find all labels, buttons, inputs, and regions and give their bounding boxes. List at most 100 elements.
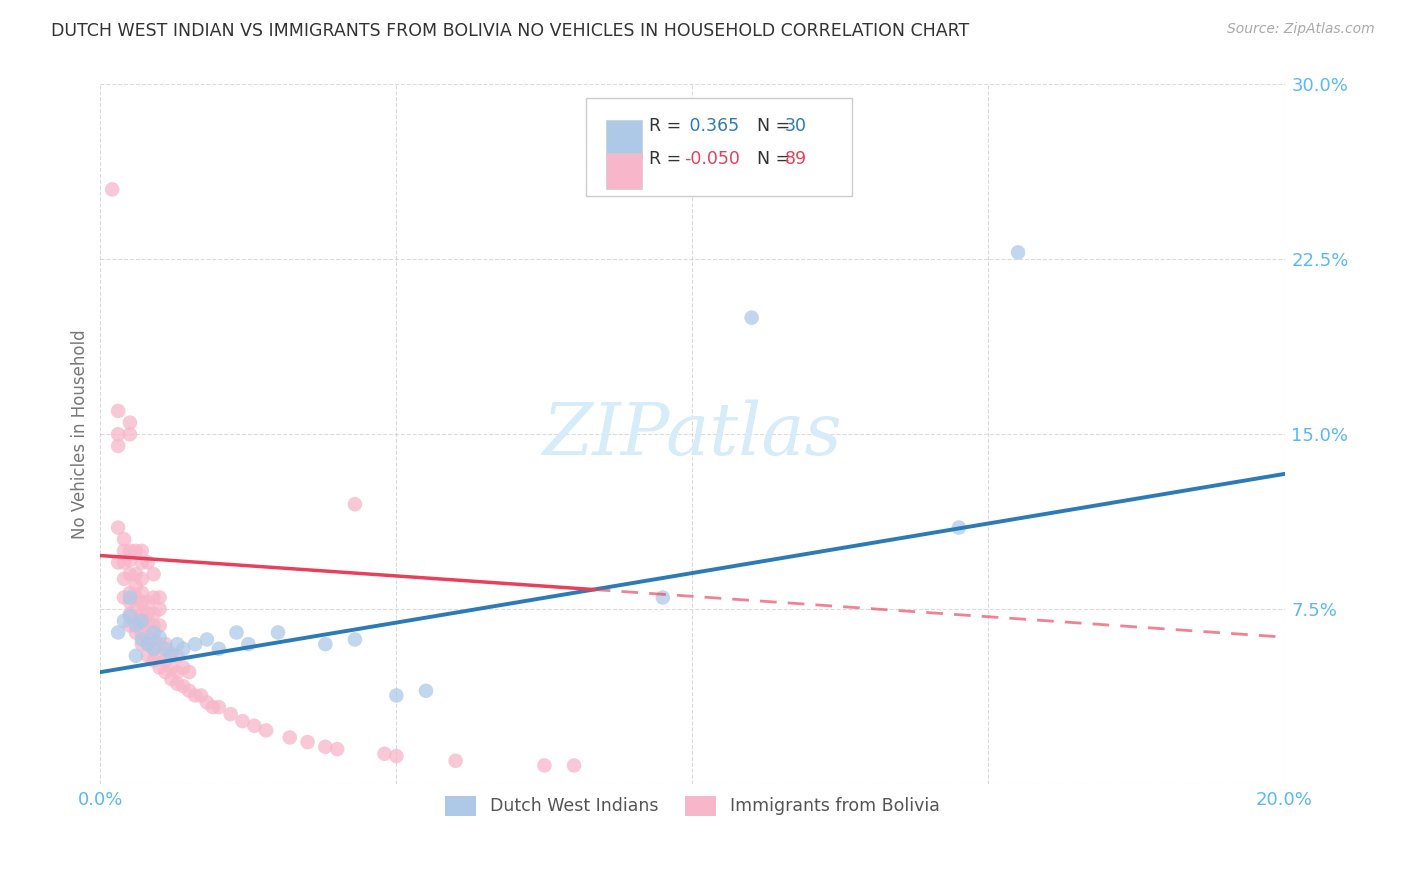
Point xyxy=(184,689,207,703)
Point xyxy=(225,625,247,640)
Point xyxy=(208,700,231,714)
Legend: Dutch West Indians, Immigrants from Bolivia: Dutch West Indians, Immigrants from Boli… xyxy=(436,787,949,824)
Point xyxy=(125,602,148,616)
Point xyxy=(267,625,290,640)
Point xyxy=(142,632,165,647)
Point xyxy=(118,567,141,582)
Point xyxy=(741,310,763,325)
Point xyxy=(118,544,141,558)
Point xyxy=(142,618,165,632)
Point xyxy=(160,648,183,663)
Point xyxy=(155,641,177,656)
Point xyxy=(131,607,153,621)
Point xyxy=(131,614,153,628)
Point xyxy=(101,182,124,196)
Point xyxy=(166,665,188,680)
Point xyxy=(297,735,319,749)
Text: N =: N = xyxy=(745,150,796,169)
Point xyxy=(118,609,141,624)
Point xyxy=(621,147,644,161)
Point xyxy=(125,567,148,582)
Point xyxy=(444,754,467,768)
Point xyxy=(148,648,170,663)
Point xyxy=(118,607,141,621)
Point xyxy=(148,618,170,632)
Point xyxy=(190,689,212,703)
Point xyxy=(125,591,148,605)
Point xyxy=(142,653,165,667)
Text: -0.050: -0.050 xyxy=(685,150,740,169)
Point xyxy=(136,637,159,651)
Text: R =: R = xyxy=(648,118,686,136)
Point xyxy=(385,749,408,764)
Point xyxy=(107,556,129,570)
Point xyxy=(136,630,159,644)
Point xyxy=(118,553,141,567)
Point xyxy=(118,618,141,632)
Point xyxy=(136,556,159,570)
Point xyxy=(125,614,148,628)
Point xyxy=(142,641,165,656)
Point xyxy=(142,567,165,582)
Point xyxy=(343,632,366,647)
Point xyxy=(112,532,135,546)
Point xyxy=(243,719,266,733)
Point xyxy=(107,427,129,442)
Point xyxy=(166,648,188,663)
Point xyxy=(326,742,349,756)
Point xyxy=(112,614,135,628)
Point xyxy=(142,641,165,656)
Text: 89: 89 xyxy=(785,150,807,169)
Text: DUTCH WEST INDIAN VS IMMIGRANTS FROM BOLIVIA NO VEHICLES IN HOUSEHOLD CORRELATIO: DUTCH WEST INDIAN VS IMMIGRANTS FROM BOL… xyxy=(51,22,969,40)
Point xyxy=(314,739,336,754)
Point xyxy=(131,595,153,609)
Point xyxy=(166,677,188,691)
Point xyxy=(238,637,260,651)
Point xyxy=(107,439,129,453)
Point xyxy=(118,591,141,605)
Point xyxy=(112,544,135,558)
Point xyxy=(533,758,555,772)
Point xyxy=(125,579,148,593)
Text: Source: ZipAtlas.com: Source: ZipAtlas.com xyxy=(1227,22,1375,37)
FancyBboxPatch shape xyxy=(606,120,641,156)
Point xyxy=(131,544,153,558)
Point xyxy=(343,497,366,511)
Point xyxy=(948,520,970,534)
Point xyxy=(107,520,129,534)
Point xyxy=(131,637,153,651)
Point xyxy=(131,625,153,640)
Point xyxy=(385,689,408,703)
Text: ZIPatlas: ZIPatlas xyxy=(543,399,842,469)
Point xyxy=(131,632,153,647)
Point xyxy=(131,586,153,600)
Point xyxy=(136,648,159,663)
Point xyxy=(208,641,231,656)
Point xyxy=(125,618,148,632)
Point xyxy=(148,602,170,616)
Point xyxy=(118,416,141,430)
Point xyxy=(172,679,194,693)
Point xyxy=(107,404,129,418)
Point xyxy=(374,747,396,761)
FancyBboxPatch shape xyxy=(606,153,641,189)
Point xyxy=(155,637,177,651)
Point xyxy=(231,714,253,728)
Text: 0.365: 0.365 xyxy=(685,118,740,136)
Point xyxy=(136,618,159,632)
Point xyxy=(148,591,170,605)
Point xyxy=(254,723,277,738)
Point xyxy=(160,672,183,686)
Point xyxy=(195,696,218,710)
Point xyxy=(219,707,242,722)
Point xyxy=(131,614,153,628)
Point xyxy=(179,683,201,698)
Point xyxy=(172,641,194,656)
Point xyxy=(112,572,135,586)
Point xyxy=(118,427,141,442)
Point xyxy=(142,607,165,621)
Text: N =: N = xyxy=(745,118,796,136)
Point xyxy=(160,660,183,674)
Y-axis label: No Vehicles in Household: No Vehicles in Household xyxy=(72,329,89,539)
Point xyxy=(118,595,141,609)
